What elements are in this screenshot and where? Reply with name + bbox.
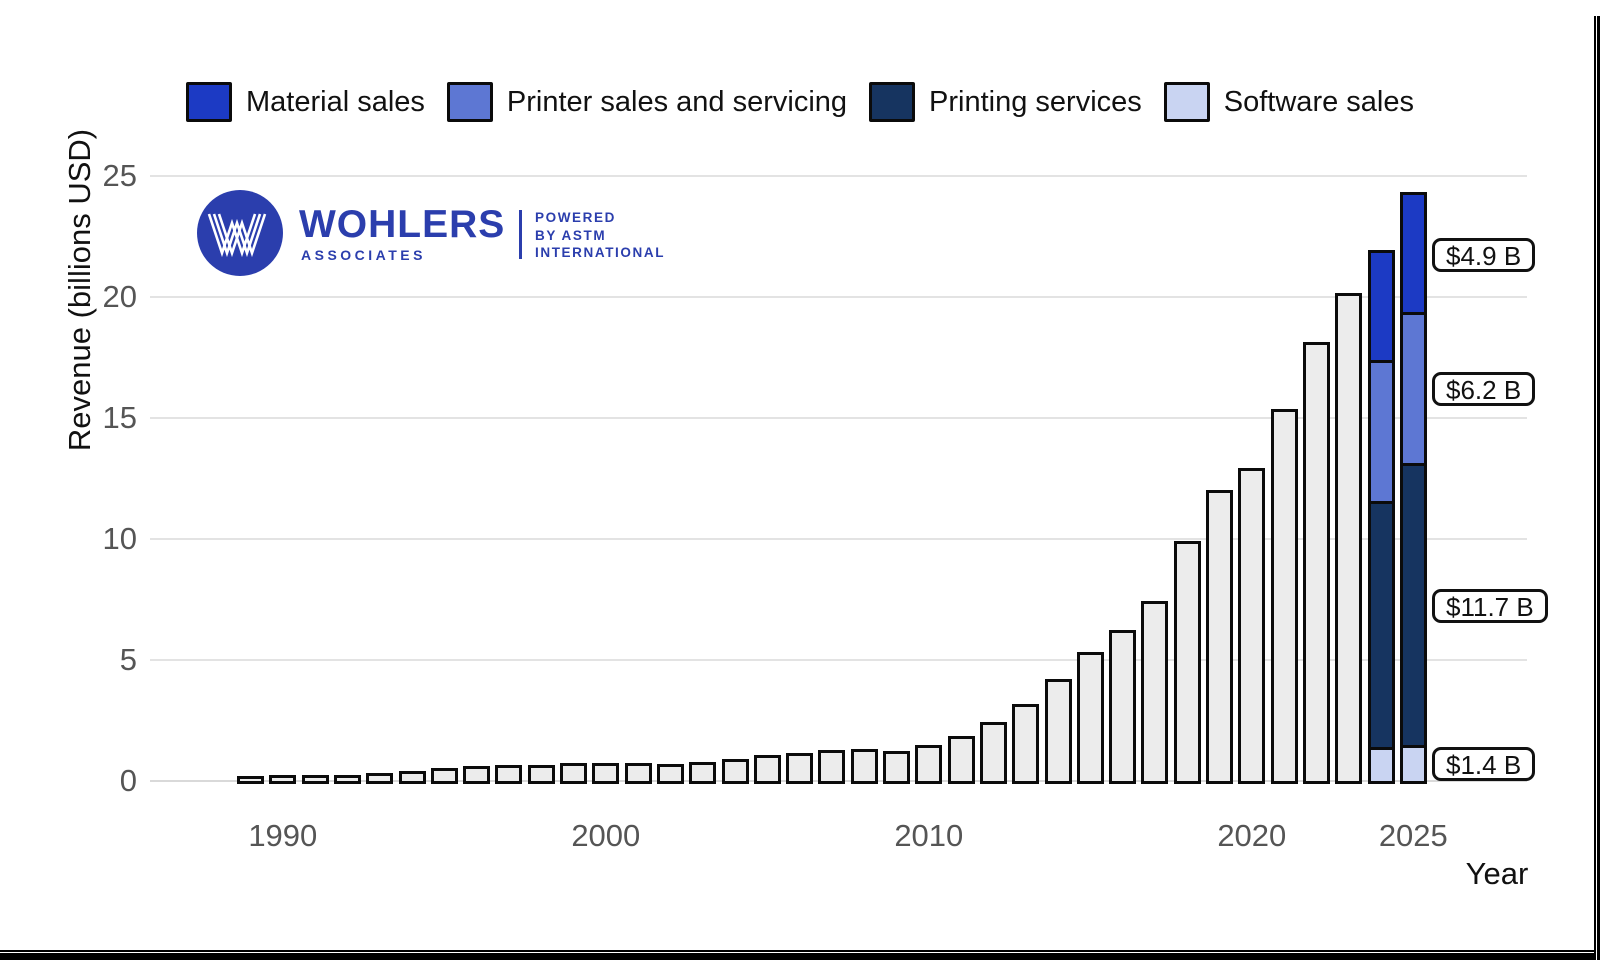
bar-2016 [1109,630,1137,784]
bar-1994 [398,770,426,784]
bar-2025-segment-printing [1399,465,1427,748]
legend-item-material: Material sales [186,82,425,122]
legend-swatch-printing [869,82,916,122]
screenshot-bottom-edge [0,950,1600,960]
logo-brand-text: WOHLERS [299,203,506,246]
logo-tagline-line1: POWERED [535,210,616,225]
logo-subbrand-text: ASSOCIATES [301,247,426,263]
bar-1997 [495,764,523,784]
annotation-printer: $6.2 B [1432,371,1536,406]
bar-1993 [366,773,394,784]
gridline-15 [150,417,1527,419]
annotation-material: $4.9 B [1432,237,1536,272]
x-tick-label-2010: 2010 [894,818,964,853]
bar-2010 [915,745,943,784]
gridline-25 [150,175,1527,177]
bar-1990 [269,775,297,784]
legend-item-software: Software sales [1163,82,1414,122]
logo-divider [519,210,522,259]
bar-2012 [979,722,1007,784]
bar-2024-segment-printer [1367,363,1395,505]
bar-1992 [333,774,361,784]
bar-1995 [430,768,458,784]
logo-tagline-line3: INTERNATIONAL [535,245,666,260]
legend: Material sales Printer sales and servici… [0,78,1600,126]
bar-2006 [786,752,814,784]
bar-1998 [527,764,555,784]
bar-1999 [560,763,587,784]
bar-2025-segment-software [1399,747,1427,784]
logo-tagline: POWERED BY ASTM INTERNATIONAL [535,209,665,262]
bar-2024-segment-material [1367,250,1395,364]
gridline-10 [150,538,1527,540]
bar-2020 [1238,468,1266,784]
bar-1989 [237,775,264,784]
y-tick-label-25: 25 [102,158,137,193]
x-axis-title: Year [1465,856,1529,891]
x-tick-label-2000: 2000 [571,818,641,853]
legend-item-printer: Printer sales and servicing [446,82,848,122]
bar-2011 [947,735,975,784]
legend-item-printing: Printing services [869,82,1142,122]
gridline-20 [150,296,1527,298]
bar-2004 [721,758,749,784]
legend-label-software: Software sales [1223,85,1414,118]
bar-2003 [689,762,717,784]
bar-2025 [1399,192,1427,784]
logo-tagline-line2: BY ASTM [535,227,607,243]
legend-label-printing: Printing services [929,85,1142,118]
y-tick-label-0: 0 [119,763,137,798]
bar-2009 [883,751,910,784]
screenshot-right-edge [1594,16,1600,960]
bar-2022 [1302,342,1330,784]
legend-label-material: Material sales [246,85,425,118]
wohlers-logo: WOHLERS ASSOCIATES POWERED BY ASTM INTER… [197,190,677,280]
bar-2019 [1206,490,1233,784]
bar-2024-segment-software [1367,750,1395,784]
y-tick-label-5: 5 [119,642,137,677]
x-tick-label-1990: 1990 [248,818,318,853]
bar-2017 [1141,601,1169,784]
bar-2008 [850,748,878,784]
bar-2000 [592,762,620,784]
legend-swatch-printer [446,82,493,122]
bar-1991 [301,774,329,784]
bar-2018 [1173,540,1201,784]
y-tick-label-20: 20 [102,279,137,314]
bar-1996 [463,765,491,784]
wohlers-logo-mark-icon [197,190,283,276]
bar-2025-segment-printer [1399,315,1427,466]
x-tick-label-2020: 2020 [1217,818,1287,853]
bar-2015 [1076,652,1104,784]
gridline-5 [150,659,1527,661]
bar-2001 [624,762,652,784]
bar-2024 [1367,250,1395,784]
annotation-printing: $11.7 B [1432,588,1548,623]
bar-2021 [1270,408,1298,784]
bar-2013 [1012,704,1040,784]
y-tick-label-15: 15 [102,400,137,435]
legend-label-printer: Printer sales and servicing [506,85,848,118]
bar-2002 [656,763,684,784]
legend-swatch-software [1163,82,1210,122]
y-tick-label-10: 10 [102,521,137,556]
bar-2007 [818,750,846,784]
bar-2024-segment-printing [1367,504,1395,751]
bar-2025-segment-material [1399,192,1427,316]
w-monogram-icon [207,213,267,258]
x-tick-label-2025: 2025 [1378,818,1448,853]
bar-2005 [753,755,781,784]
bar-2014 [1044,678,1072,784]
legend-swatch-material [186,82,233,122]
annotation-software: $1.4 B [1432,747,1536,782]
bar-2023 [1335,292,1363,784]
